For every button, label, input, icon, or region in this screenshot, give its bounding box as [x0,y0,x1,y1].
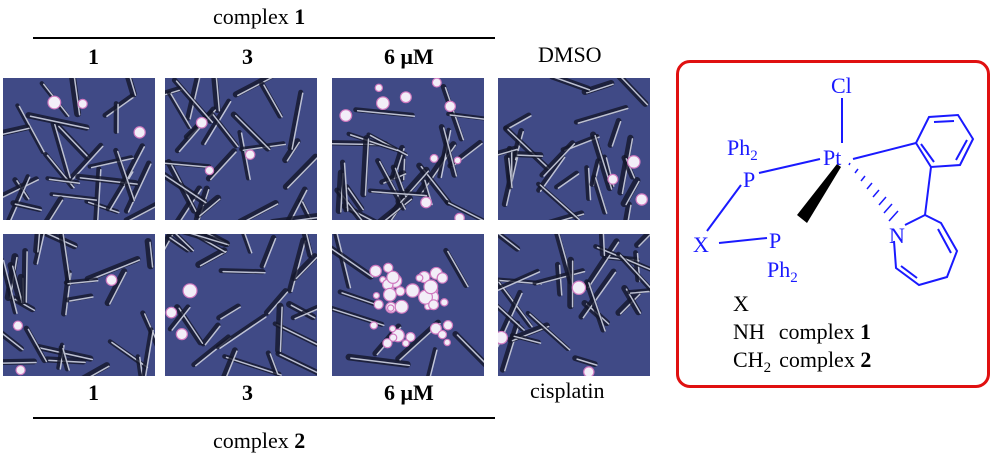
atom-n: N [889,223,905,248]
pyridine-ring [893,214,959,287]
micrograph-cisplatin [498,234,650,376]
bottom-title-number: 2 [294,428,306,453]
ph2-upper: Ph2 [727,135,758,164]
bottom-control-label: cisplatin [530,378,605,403]
micrograph-texture [3,78,155,220]
top-conc-3: 3 [242,44,253,69]
top-divider [33,37,495,39]
bottom-divider [33,417,495,419]
micrograph-c1-1uM [3,78,155,220]
bottom-conc-3: 3 [242,380,253,405]
bond-ring-link [924,166,932,216]
pyridine-bond-c-n [904,214,926,226]
micrograph-c1-6uM [332,78,484,220]
legend-row-nh: NH complex 1 [733,319,871,344]
top-conc-6: 6 μM [384,44,434,69]
micrograph-dmso [498,78,650,220]
legend-x: X [733,291,749,316]
platinum-complex-structure: Cl Pt P X P N Ph2 Ph2 X NH complex 1 CH2 c… [693,73,975,376]
hashed-bond-pt-n [848,162,899,222]
micrograph-c2-6uM [332,234,484,376]
micrograph-c1-3uM [165,78,317,220]
micrograph-texture [498,78,650,220]
top-conc-1: 1 [88,44,99,69]
atom-p-lower: P [769,228,781,253]
micrograph-c2-1uM [3,234,155,376]
micrograph-c2-3uM [165,234,317,376]
micrograph-texture [332,78,484,220]
bond-pt-p-upper [758,158,821,174]
ph2-lower: Ph2 [767,257,798,286]
atom-x: X [693,232,709,257]
micrograph-texture [3,234,155,376]
bottom-conc-6: 6 μM [384,380,434,405]
bond-pt-phenyl [852,142,917,160]
atom-p-upper: P [743,167,755,192]
wedge-bond-pt-p-lower [797,164,841,223]
top-complex-title: complex 1 [213,6,305,28]
bond-x-p-lower [718,237,768,244]
top-control-label: DMSO [538,42,602,67]
micrograph-texture [165,78,317,220]
bond-p-x [706,184,742,232]
micrograph-texture [165,234,317,376]
atom-cl: Cl [831,73,852,98]
bottom-title-prefix: complex [213,428,295,453]
top-title-prefix: complex [213,4,295,29]
micrograph-texture [332,234,484,376]
top-title-number: 1 [294,4,306,29]
structure-frame: Cl Pt P X P N Ph2 Ph2 X NH complex 1 CH2 c… [676,60,990,388]
phenyl-ring [914,113,975,169]
bottom-conc-1: 1 [88,380,99,405]
micrograph-texture [498,234,650,376]
atom-pt: Pt [823,145,841,170]
legend-row-ch2: CH2 complex 2 [733,347,871,376]
bottom-complex-title: complex 2 [213,430,305,452]
